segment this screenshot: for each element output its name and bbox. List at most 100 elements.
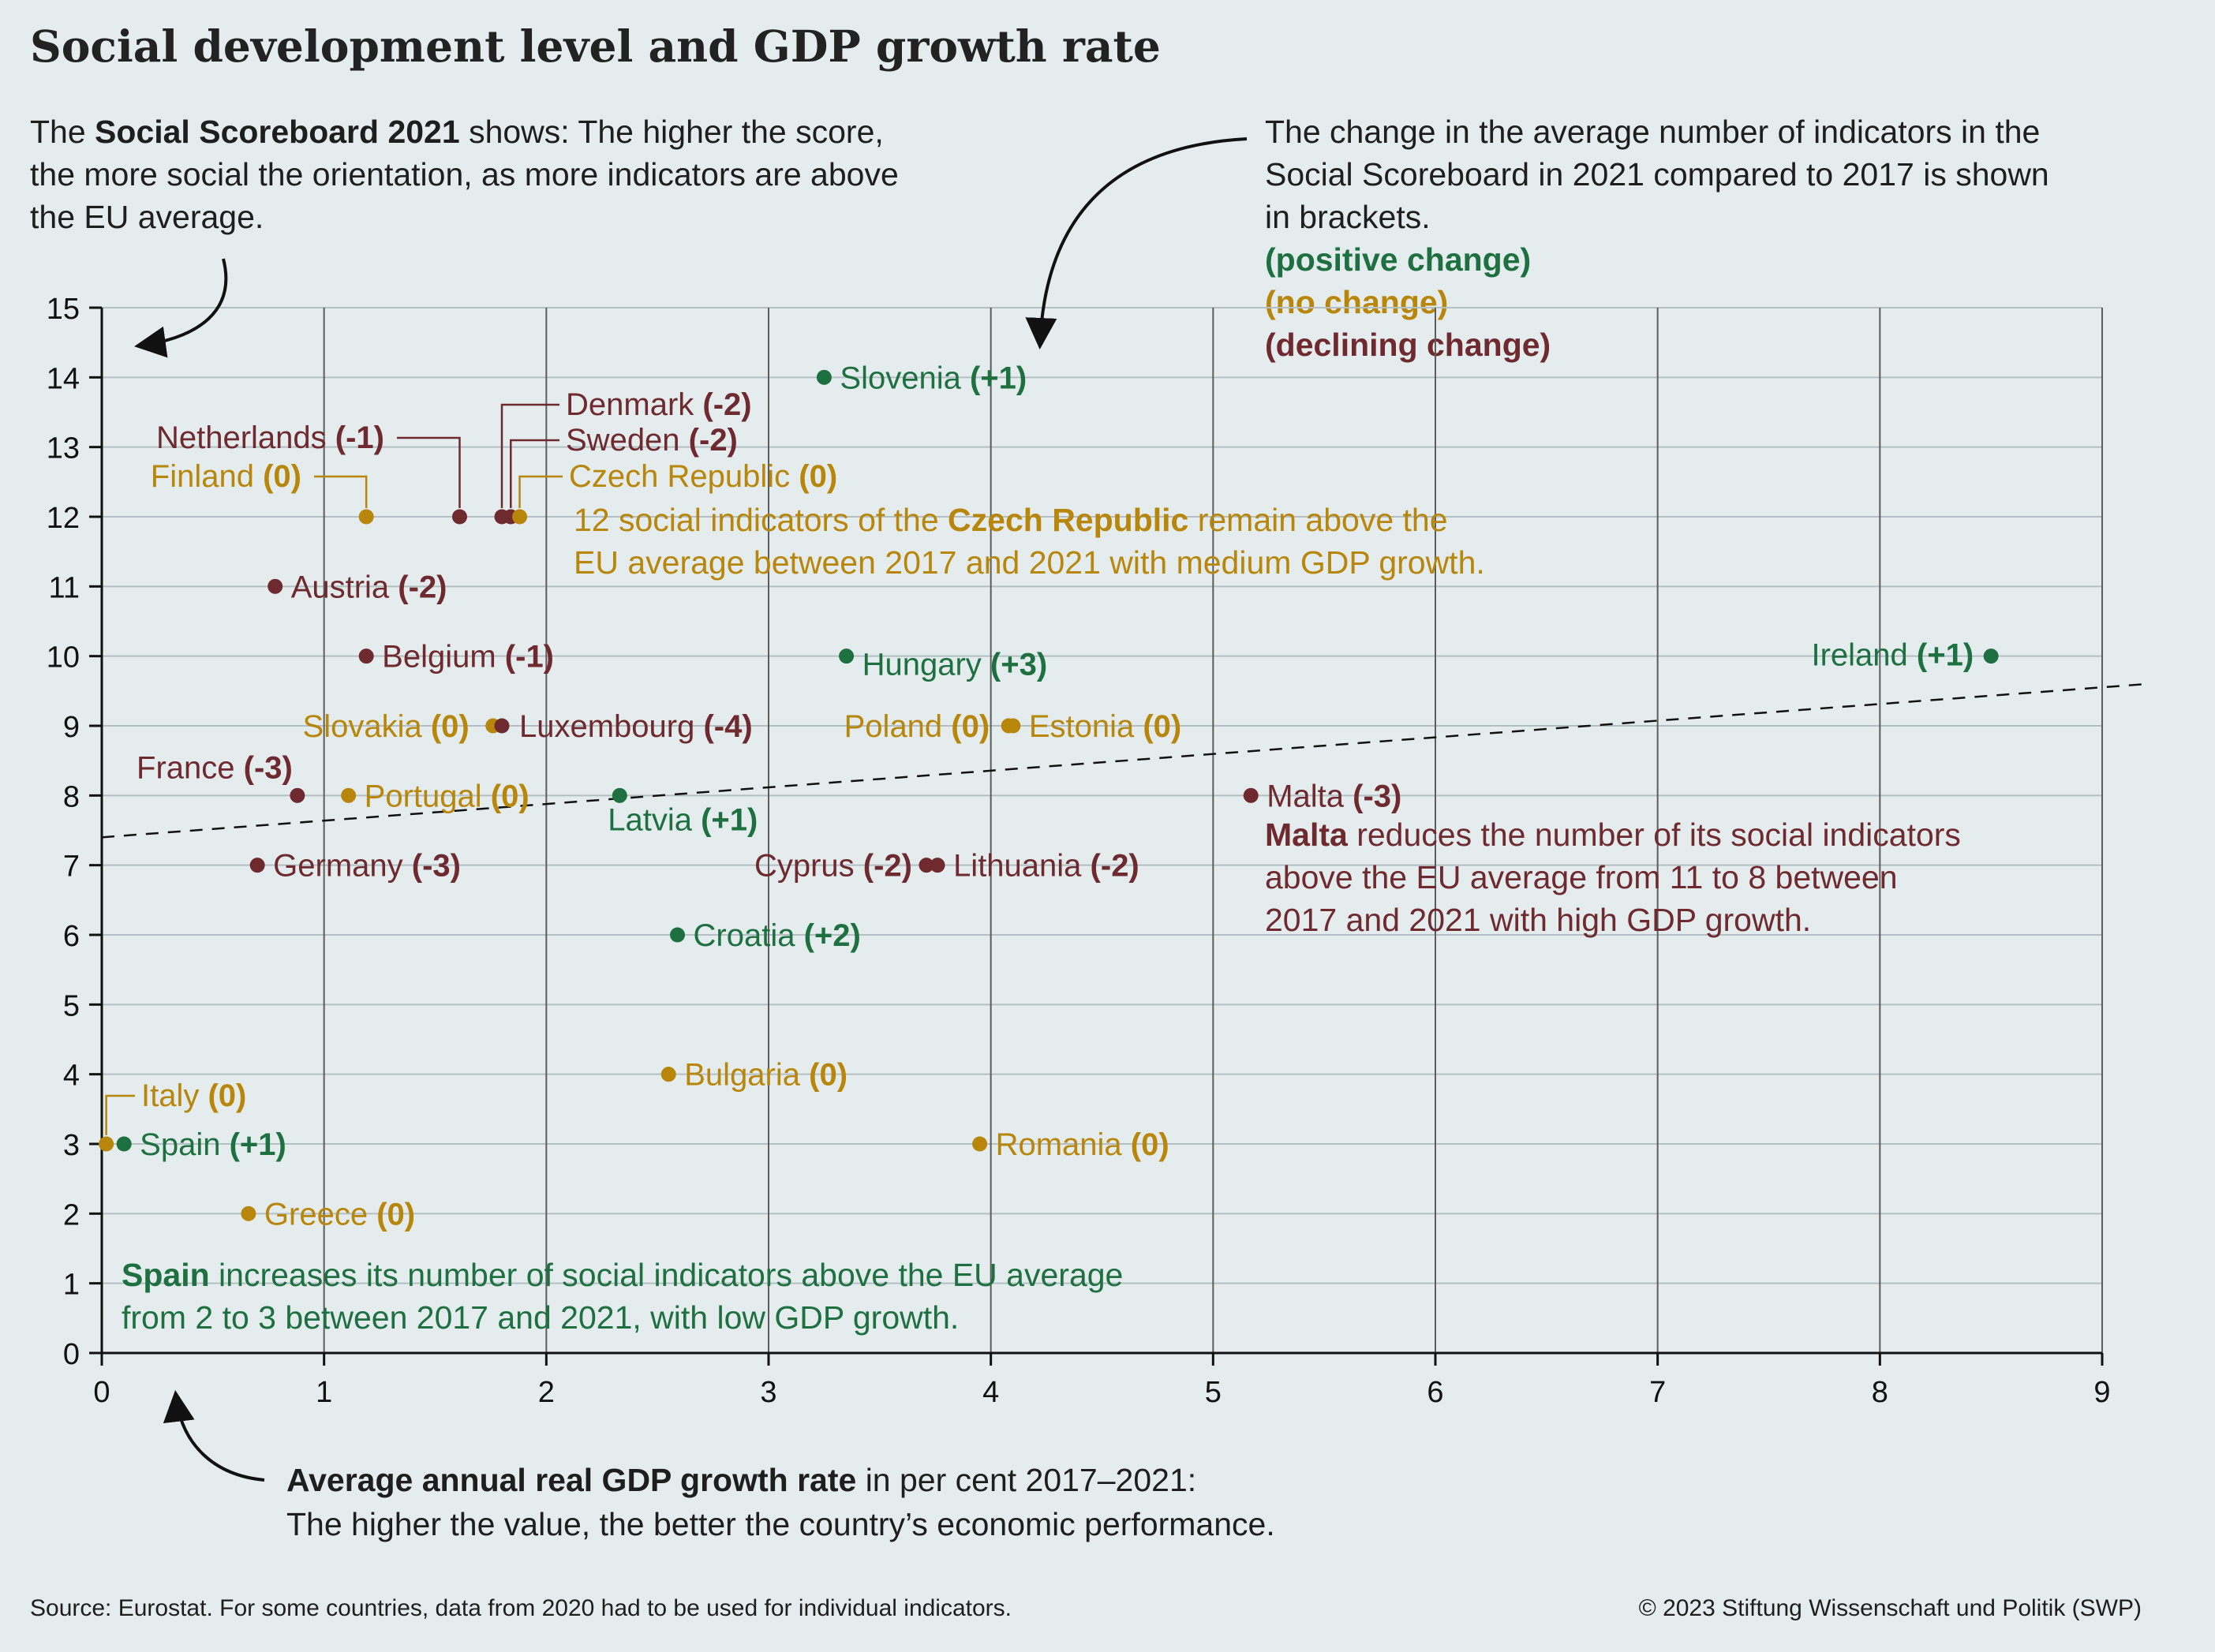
x-tick-label: 7 (1649, 1376, 1666, 1409)
point-germany (249, 858, 265, 873)
point-spain (116, 1136, 132, 1152)
label-france: France (-3) (137, 750, 293, 785)
y-tick-label: 11 (49, 571, 80, 604)
label-country: Spain (140, 1127, 229, 1162)
legend: (positive change) (no change) (declining… (1265, 238, 1551, 366)
y-tick-label: 14 (47, 362, 80, 395)
label-change: (-4) (703, 709, 752, 744)
annotation-bold: Czech Republic (948, 502, 1188, 538)
label-malta: Malta (-3) (1267, 779, 1401, 813)
annotation-bold: Malta (1265, 817, 1349, 853)
change-note: The change in the average number of indi… (1265, 114, 2049, 235)
point-belgium (358, 648, 374, 664)
page-title: Social development level and GDP growth … (30, 21, 1161, 72)
leader-lines (105, 403, 563, 1135)
x-tick-label: 5 (1205, 1376, 1222, 1409)
y-tick-label: 6 (63, 920, 80, 953)
y-tick-label: 0 (63, 1338, 80, 1371)
label-country: Finland (151, 459, 263, 494)
label-italy: Italy (0) (141, 1078, 246, 1113)
label-sweden: Sweden (-2) (566, 423, 738, 458)
label-change: (+1) (1917, 638, 1974, 673)
annotation-text: 2017 and 2021 with high GDP growth. (1265, 902, 1811, 938)
label-romania: Romania (0) (996, 1127, 1169, 1162)
label-change: (-2) (1091, 849, 1139, 884)
x-tick-label: 2 (538, 1376, 555, 1409)
y-tick-label: 8 (63, 780, 80, 813)
label-change: (+1) (701, 802, 758, 837)
label-country: Greece (264, 1197, 376, 1232)
y-tick-label: 4 (63, 1060, 80, 1093)
point-bulgaria (660, 1067, 676, 1082)
label-poland: Poland (0) (844, 709, 990, 744)
label-country: France (137, 750, 244, 785)
x-tick-label: 9 (2093, 1376, 2110, 1409)
label-country: Austria (291, 570, 398, 604)
point-latvia (612, 787, 627, 803)
legend-positive: (positive change) (1265, 241, 1532, 278)
y-tick-label: 13 (47, 432, 80, 465)
label-luxembourg: Luxembourg (-4) (519, 709, 753, 744)
label-country: Croatia (694, 918, 804, 953)
y-tick-label: 1 (63, 1269, 80, 1302)
point-croatia (670, 927, 686, 943)
label-change: (0) (431, 709, 470, 744)
y-note-bold: Social Scoreboard 2021 (95, 114, 460, 150)
label-slovakia: Slovakia (0) (303, 709, 470, 744)
label-change: (-2) (863, 849, 912, 884)
point-luxembourg (494, 718, 510, 734)
point-italy (99, 1136, 114, 1152)
x-axis-note: Average annual real GDP growth rate in p… (286, 1458, 1275, 1546)
label-country: Hungary (862, 648, 990, 682)
y-tick-label: 2 (63, 1198, 80, 1232)
y-tick-label: 12 (47, 502, 80, 535)
data-labels: Slovenia (+1)Denmark (-2)Sweden (-2)Neth… (137, 361, 1974, 1232)
label-change: (0) (1131, 1127, 1169, 1162)
legend-declining: (declining change) (1265, 327, 1551, 363)
y-tick-label: 7 (63, 850, 80, 884)
label-country: Cyprus (754, 849, 863, 884)
label-germany: Germany (-3) (273, 849, 461, 884)
point-slovenia (816, 369, 832, 385)
label-change: (+3) (990, 648, 1047, 682)
label-change: (0) (809, 1058, 847, 1093)
trend-line (101, 682, 2147, 839)
grid-lines (102, 307, 2103, 1353)
point-ireland (1983, 648, 1999, 664)
point-netherlands (451, 509, 467, 525)
label-country: Italy (141, 1078, 208, 1113)
x-note-post: in per cent 2017–2021: (856, 1462, 1197, 1498)
label-slovenia: Slovenia (+1) (840, 361, 1027, 395)
label-ireland: Ireland (+1) (1811, 638, 1974, 673)
annotations: 12 social indicators of the Czech Republ… (122, 502, 1961, 1336)
label-change: (-3) (244, 750, 293, 785)
point-finland (358, 509, 374, 525)
x-note-arrow (163, 1390, 265, 1482)
label-country: Denmark (566, 387, 702, 422)
label-cyprus: Cyprus (-2) (754, 849, 912, 884)
x-note-bold: Average annual real GDP growth rate (286, 1462, 857, 1498)
annotation-text: above the EU average from 11 to 8 betwee… (1265, 859, 1898, 895)
source-note: Source: Eurostat. For some countries, da… (30, 1595, 1012, 1621)
label-croatia: Croatia (+2) (694, 918, 861, 953)
label-country: Germany (273, 849, 412, 884)
label-latvia: Latvia (+1) (608, 802, 758, 837)
label-country: Slovakia (303, 709, 431, 744)
leader-italy (105, 1094, 135, 1135)
label-country: Netherlands (156, 420, 335, 455)
point-czech-republic (512, 509, 528, 525)
annotation-czech-line: EU average between 2017 and 2021 with me… (574, 544, 1485, 581)
x-tick-label: 3 (760, 1376, 776, 1409)
data-points (99, 369, 1999, 1221)
label-country: Sweden (566, 423, 689, 458)
label-finland: Finland (0) (151, 459, 301, 494)
label-country: Portugal (365, 779, 491, 813)
label-country: Malta (1267, 779, 1353, 813)
label-greece: Greece (0) (264, 1197, 415, 1232)
x-tick-label: 0 (93, 1376, 110, 1409)
y-tick-label: 10 (47, 641, 80, 675)
annotation-text: increases its number of social indicator… (210, 1257, 1124, 1293)
point-portugal (341, 787, 357, 803)
label-change: (-2) (689, 423, 738, 458)
